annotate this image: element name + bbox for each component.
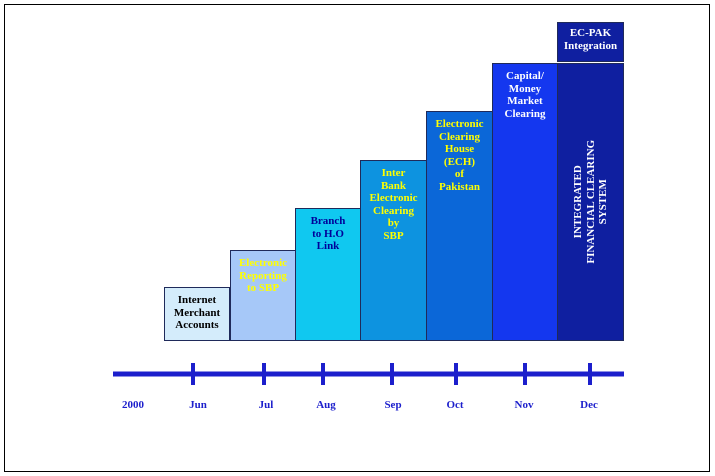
step-interbank-electronic-clearing: Inter Bank Electronic Clearing by SBP [360, 160, 427, 341]
ec-pak-integration-block: EC-PAK Integration [557, 22, 624, 62]
step-branch-to-ho-link: Branch to H.O Link [295, 208, 361, 341]
step-label: Inter Bank Electronic Clearing by SBP [369, 167, 418, 242]
timeline-label: Nov [514, 399, 534, 411]
timeline-label: Oct [446, 399, 464, 411]
timeline-label: Aug [316, 399, 336, 411]
step-internet-merchant-accounts: Internet Merchant Accounts [164, 287, 230, 341]
timeline-label: Sep [384, 399, 402, 411]
timeline-ticks [191, 363, 592, 385]
step-label: Capital/ Money Market Clearing [504, 70, 546, 120]
timeline-label: Dec [580, 399, 598, 411]
timeline-label: 2000 [122, 399, 144, 411]
timeline-label: Jun [189, 399, 207, 411]
slide-frame [4, 4, 710, 472]
step-label: Electronic Reporting to SBP [238, 257, 288, 294]
step-label: Internet Merchant Accounts [173, 294, 221, 331]
step-label: Electronic Clearing House (ECH) of Pakis… [435, 118, 484, 193]
step-label: Branch to H.O Link [310, 215, 346, 252]
step-capital-money-market: Capital/ Money Market Clearing [492, 63, 558, 341]
timeline-label: Jul [258, 399, 274, 411]
step-electronic-clearing-house: Electronic Clearing House (ECH) of Pakis… [426, 111, 493, 341]
step-integrated-financial-clearing [557, 63, 624, 341]
step-electronic-reporting: Electronic Reporting to SBP [230, 250, 296, 341]
